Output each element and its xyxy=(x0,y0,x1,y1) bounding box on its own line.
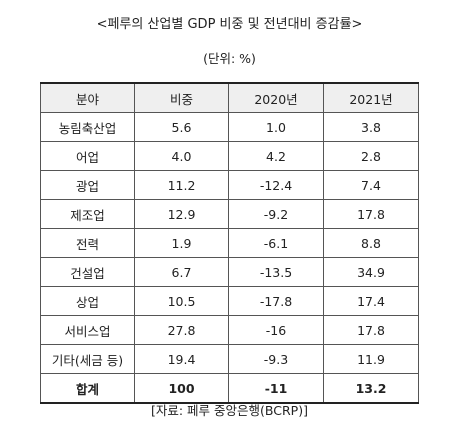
unit-label: (단위: %) xyxy=(203,51,256,66)
source-note: [자료: 페루 중앙은행(BCRP)] xyxy=(151,403,308,418)
table-title: <페루의 산업별 GDP 비중 및 전년대비 증감률> xyxy=(96,17,363,32)
table-row: 상업 10.5 -17.8 17.4 xyxy=(40,286,419,316)
cell-sector: 기타(세금 등) xyxy=(40,344,135,374)
cell-2021: 34.9 xyxy=(323,257,419,287)
cell-2021: 2.8 xyxy=(323,141,419,171)
cell-2021: 17.4 xyxy=(323,286,419,316)
cell-share: 5.6 xyxy=(134,112,229,142)
cell-2021: 11.9 xyxy=(323,344,419,374)
header-cell-share: 비중 xyxy=(134,82,229,113)
table-row: 기타(세금 등) 19.4 -9.3 11.9 xyxy=(40,344,419,374)
gdp-table: 분야 비중 2020년 2021년 농림축산업 5.6 1.0 3.8 어업 4… xyxy=(40,82,419,404)
cell-2020: -9.2 xyxy=(228,199,324,229)
cell-share: 11.2 xyxy=(134,170,229,200)
cell-2020: -13.5 xyxy=(228,257,324,287)
total-row: 합계 100 -11 13.2 xyxy=(40,373,419,404)
total-share: 100 xyxy=(134,373,229,404)
cell-2020: 1.0 xyxy=(228,112,324,142)
cell-sector: 어업 xyxy=(40,141,135,171)
total-label: 합계 xyxy=(40,373,135,404)
cell-sector: 제조업 xyxy=(40,199,135,229)
cell-sector: 건설업 xyxy=(40,257,135,287)
total-2021: 13.2 xyxy=(323,373,419,404)
cell-2021: 8.8 xyxy=(323,228,419,258)
header-row: 분야 비중 2020년 2021년 xyxy=(40,82,419,113)
table-row: 서비스업 27.8 -16 17.8 xyxy=(40,315,419,345)
header-cell-2021: 2021년 xyxy=(323,82,419,113)
cell-share: 12.9 xyxy=(134,199,229,229)
header-cell-2020: 2020년 xyxy=(228,82,324,113)
cell-sector: 농림축산업 xyxy=(40,112,135,142)
table-row: 어업 4.0 4.2 2.8 xyxy=(40,141,419,171)
cell-2020: 4.2 xyxy=(228,141,324,171)
cell-2021: 3.8 xyxy=(323,112,419,142)
cell-2020: -9.3 xyxy=(228,344,324,374)
header-cell-sector: 분야 xyxy=(40,82,135,113)
total-2020: -11 xyxy=(228,373,324,404)
cell-2021: 17.8 xyxy=(323,315,419,345)
cell-sector: 전력 xyxy=(40,228,135,258)
cell-share: 4.0 xyxy=(134,141,229,171)
table-row: 전력 1.9 -6.1 8.8 xyxy=(40,228,419,258)
cell-share: 27.8 xyxy=(134,315,229,345)
cell-share: 6.7 xyxy=(134,257,229,287)
table-row: 광업 11.2 -12.4 7.4 xyxy=(40,170,419,200)
cell-share: 1.9 xyxy=(134,228,229,258)
cell-2020: -16 xyxy=(228,315,324,345)
cell-sector: 상업 xyxy=(40,286,135,316)
cell-share: 19.4 xyxy=(134,344,229,374)
cell-2021: 17.8 xyxy=(323,199,419,229)
cell-share: 10.5 xyxy=(134,286,229,316)
cell-2021: 7.4 xyxy=(323,170,419,200)
cell-2020: -6.1 xyxy=(228,228,324,258)
cell-sector: 서비스업 xyxy=(40,315,135,345)
cell-2020: -12.4 xyxy=(228,170,324,200)
table-row: 제조업 12.9 -9.2 17.8 xyxy=(40,199,419,229)
cell-sector: 광업 xyxy=(40,170,135,200)
cell-2020: -17.8 xyxy=(228,286,324,316)
table-row: 농림축산업 5.6 1.0 3.8 xyxy=(40,112,419,142)
table-row: 건설업 6.7 -13.5 34.9 xyxy=(40,257,419,287)
